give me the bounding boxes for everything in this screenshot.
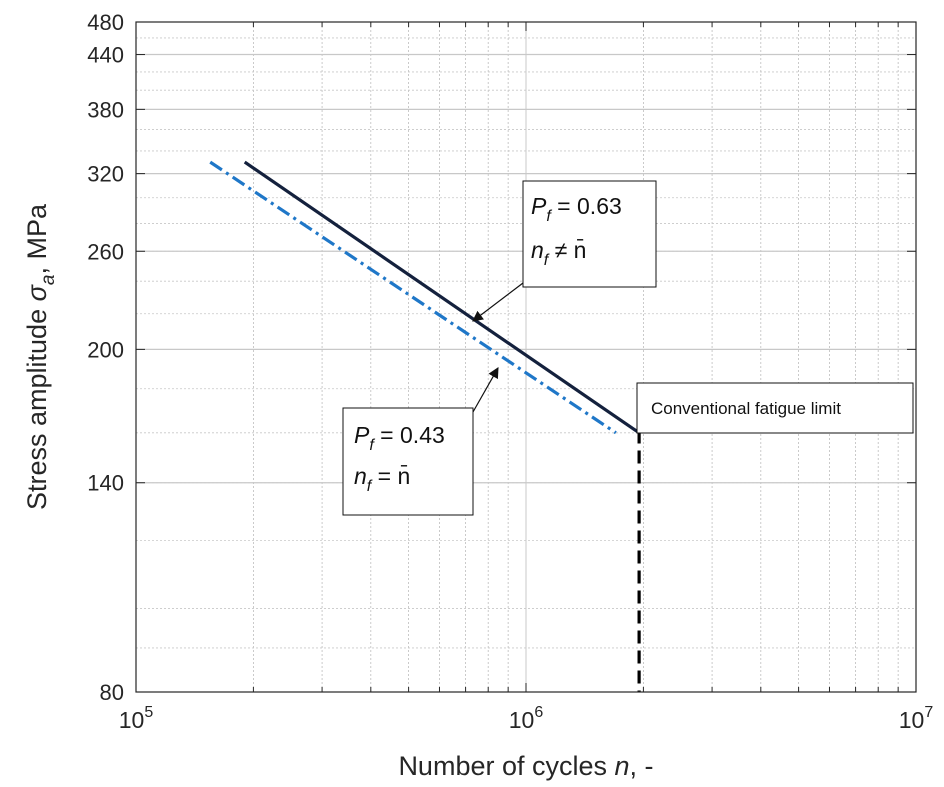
y-tick-label: 380	[87, 97, 124, 122]
y-tick-label: 140	[87, 471, 124, 496]
x-axis-title-suffix: , -	[630, 751, 654, 781]
x-axis-title-var: n	[615, 751, 630, 781]
y-axis-title-suffix: , MPa	[22, 203, 52, 275]
x-tick-base: 10	[509, 707, 535, 733]
annotation-fatigue-limit: Conventional fatigue limit	[637, 383, 913, 433]
x-tick-base: 10	[899, 707, 925, 733]
pf043-n-relation: =	[371, 463, 397, 489]
pf063-p-label: P	[531, 193, 547, 219]
x-tick-exponent: 6	[534, 704, 543, 721]
x-axis-title: Number of cycles n, -	[398, 751, 653, 781]
y-axis-title-sub: a	[38, 275, 59, 286]
y-tick-label: 260	[87, 239, 124, 264]
pf063-n-label: n	[531, 237, 544, 263]
y-tick-label: 200	[87, 337, 124, 362]
pf063-p-value: = 0.63	[551, 193, 622, 219]
x-tick-label: 107	[899, 704, 934, 733]
x-tick-exponent: 7	[924, 704, 933, 721]
fatigue-limit-label: Conventional fatigue limit	[651, 399, 841, 418]
y-axis-title-var: σ	[22, 283, 52, 301]
x-tick-base: 10	[119, 707, 145, 733]
x-tick-label: 106	[509, 704, 544, 733]
pf043-p-label: P	[354, 422, 370, 448]
pf063-n-bar: n̄	[574, 237, 587, 263]
pf063-n-relation: ≠	[548, 237, 573, 263]
y-tick-label: 320	[87, 162, 124, 187]
y-axis-title: Stress amplitude σa, MPa	[22, 203, 59, 510]
x-axis-title-prefix: Number of cycles	[398, 751, 614, 781]
y-tick-label: 440	[87, 43, 124, 68]
arrow-pf043	[473, 368, 498, 412]
y-tick-label: 480	[87, 10, 124, 35]
x-tick-label: 105	[119, 704, 154, 733]
pf043-n-bar: n̄	[397, 463, 410, 489]
pf043-n-label: n	[354, 463, 367, 489]
arrow-pf063	[473, 283, 523, 321]
x-tick-exponent: 5	[144, 704, 153, 721]
y-tick-label: 80	[100, 680, 124, 705]
pf043-p-value: = 0.43	[374, 422, 445, 448]
annotation-pf043: Pf = 0.43 nf = n̄	[343, 368, 498, 515]
y-axis-title-prefix: Stress amplitude	[22, 301, 52, 510]
